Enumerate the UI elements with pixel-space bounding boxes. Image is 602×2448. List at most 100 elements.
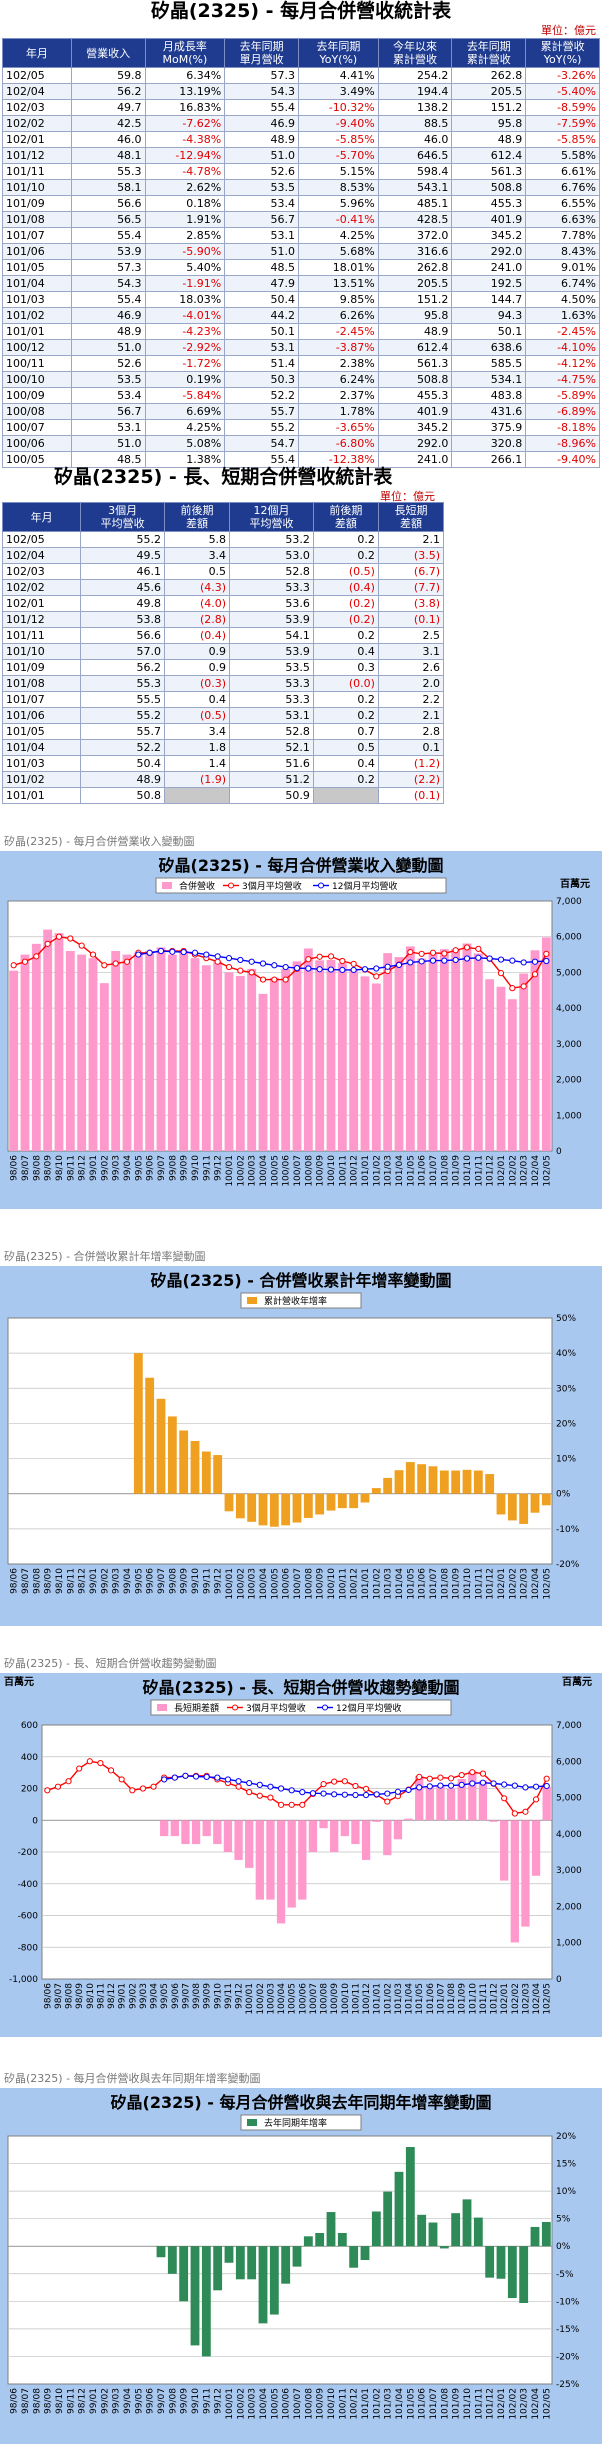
x-tick-label: 101/08 <box>440 1155 450 1187</box>
x-tick-label: 102/01 <box>497 2388 507 2420</box>
bar <box>156 2246 166 2258</box>
monthly-cell: -7.59% <box>525 115 600 132</box>
data-point <box>89 951 97 958</box>
data-point <box>225 955 233 962</box>
data-point <box>543 1775 550 1782</box>
longshort-cell: 2.1 <box>377 707 445 724</box>
longshort-cell: 101/06 <box>1 707 82 724</box>
data-point <box>350 966 357 974</box>
table-row: 100/05 48.5 1.38% 55.4 -12.38% 241.0 266.1 -9.4… <box>2 451 600 468</box>
chart1-svg: 矽晶(2325) - 每月合併營業收入變動圖 0 1,000 2,000 3,000 4,… <box>7 856 590 1187</box>
y-tick-label: 2,000 <box>556 1076 582 1086</box>
x-tick-label: 99/11 <box>224 1983 234 2009</box>
bar <box>405 2147 415 2247</box>
x-tick-label: 100/08 <box>304 1568 314 1600</box>
monthly-header-4: 去年同期 YoY(%) <box>298 38 379 68</box>
longshort-cell: 1.8 <box>164 739 231 756</box>
monthly-cell: 48.9 <box>451 131 527 148</box>
monthly-cell: 46.9 <box>70 307 146 324</box>
longshort-cell: 0.2 <box>312 627 379 644</box>
longshort-cell: 2.0 <box>377 675 445 692</box>
data-point <box>501 1795 508 1802</box>
data-point <box>352 1782 359 1790</box>
monthly-cell: 151.2 <box>377 291 453 308</box>
monthly-cell: 8.43% <box>525 243 600 260</box>
bar <box>77 954 87 1151</box>
x-tick-label: 100/09 <box>330 1983 340 2015</box>
x-tick-label: 101/06 <box>418 2388 428 2420</box>
longshort-cell: 54.1 <box>229 627 314 644</box>
monthly-cell: 0.18% <box>144 195 226 212</box>
monthly-cell: 56.6 <box>70 195 146 212</box>
data-point <box>316 966 323 973</box>
chart-title: 矽晶(2325) - 合併營收累計年增率變動圖 <box>151 1271 452 1290</box>
bar <box>405 1462 415 1494</box>
monthly-cell: 13.19% <box>144 83 226 100</box>
longshort-cell: 2.5 <box>377 627 445 644</box>
bar <box>213 2246 223 2291</box>
x-tick-label: 100/08 <box>304 2388 314 2420</box>
monthly-cell: -7.62% <box>144 115 226 132</box>
x-tick-label: 102/03 <box>521 1983 531 2015</box>
monthly-cell: 4.25% <box>144 419 226 436</box>
monthly-cell: 375.9 <box>451 419 527 436</box>
x-tick-label: 100/02 <box>236 1155 246 1187</box>
bar <box>202 1820 211 1837</box>
x-tick-label: 99/07 <box>181 1983 191 2009</box>
x-tick-label: 101/01 <box>373 1983 383 2015</box>
x-tick-label: 100/11 <box>338 1568 348 1600</box>
x-tick-label: 99/04 <box>123 1155 133 1181</box>
monthly-cell: 646.5 <box>377 147 453 164</box>
x-tick-label: 99/01 <box>89 1568 99 1594</box>
longshort-cell: 3.1 <box>377 643 445 660</box>
data-point <box>509 985 516 992</box>
bar <box>337 2232 347 2247</box>
data-point <box>191 949 199 956</box>
longshort-cell: 53.3 <box>229 691 314 708</box>
x-tick-label: 100/04 <box>259 2388 269 2420</box>
x-tick-label: 100/07 <box>309 1983 319 2015</box>
data-point <box>21 958 29 965</box>
bar <box>531 1820 541 1876</box>
longshort-cell: 101/01 <box>1 787 82 804</box>
monthly-cell: 48.9 <box>70 323 146 340</box>
x-tick-label: 102/02 <box>508 1568 518 1600</box>
data-point <box>277 1801 285 1808</box>
table-row: 102/05 55.2 5.8 53.2 0.2 2.1 <box>1 531 445 548</box>
longshort-header-0: 年月 <box>1 502 82 532</box>
monthly-cell: 1.91% <box>144 211 226 228</box>
x-tick-label: 100/08 <box>304 1155 314 1187</box>
y2-tick-label: 2,000 <box>556 1902 582 1912</box>
data-point <box>520 983 527 990</box>
table-row: 101/11 56.6 (0.4) 54.1 0.2 2.5 <box>1 627 445 644</box>
monthly-cell: 48.9 <box>377 323 453 340</box>
unit-label-right: 百萬元 <box>562 1675 592 1688</box>
chart2-svg: 矽晶(2325) - 合併營收累計年增率變動圖 -20% -10% 0% 10% 20% 3… <box>7 1271 580 1600</box>
longshort-cell: 0.3 <box>312 659 379 676</box>
data-point <box>112 960 119 967</box>
y-tick-label: -15% <box>556 2325 580 2335</box>
x-tick-label: 99/03 <box>112 1155 122 1181</box>
x-tick-label: 100/09 <box>316 1155 326 1187</box>
x-tick-label: 101/07 <box>436 1983 446 2015</box>
longshort-cell: (4.3) <box>164 579 231 596</box>
monthly-cell: 455.3 <box>451 195 527 212</box>
x-tick-label: 100/04 <box>277 1983 287 2015</box>
x-tick-label: 99/06 <box>146 2388 156 2414</box>
monthly-cell: 561.3 <box>377 355 453 372</box>
monthly-cell: 48.9 <box>224 131 299 148</box>
monthly-cell: -5.84% <box>144 387 226 404</box>
x-tick-label: 101/11 <box>474 1568 484 1600</box>
data-point <box>486 955 493 962</box>
x-tick-label: 99/01 <box>89 2388 99 2414</box>
x-tick-label: 100/06 <box>282 2388 292 2420</box>
monthly-cell: -8.18% <box>525 419 600 436</box>
monthly-cell: -2.45% <box>298 323 379 340</box>
longshort-cell: 102/02 <box>1 579 82 596</box>
longshort-cell: 55.2 <box>80 531 166 548</box>
monthly-cell: 6.61% <box>525 163 600 180</box>
table-row: 102/01 46.0 -4.38% 48.9 -5.85% 46.0 48.9 -5.85% <box>2 131 600 148</box>
longshort-cell: 2.8 <box>377 723 445 740</box>
longshort-cell: 49.5 <box>80 547 166 564</box>
longshort-cell: (6.7) <box>377 563 445 580</box>
